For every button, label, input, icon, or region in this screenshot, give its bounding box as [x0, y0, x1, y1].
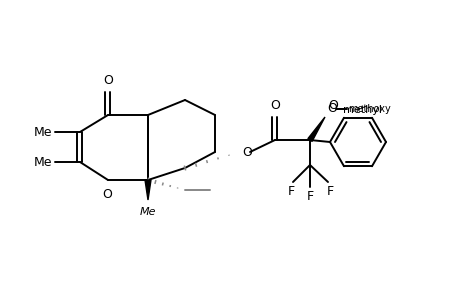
Text: Me: Me [34, 125, 52, 139]
Text: methyl: methyl [342, 105, 381, 115]
Text: F: F [326, 185, 333, 198]
Text: O: O [241, 146, 252, 158]
Text: F: F [287, 185, 294, 198]
Text: O: O [103, 74, 113, 87]
Text: F: F [306, 190, 313, 203]
Text: O: O [327, 99, 337, 112]
Text: methoxy: methoxy [347, 104, 390, 114]
Text: –: – [336, 102, 342, 115]
Text: O: O [102, 188, 112, 201]
Text: Me: Me [140, 207, 156, 217]
Text: O: O [269, 99, 280, 112]
Polygon shape [307, 117, 325, 141]
Text: Me: Me [34, 155, 52, 169]
Text: O: O [326, 102, 336, 115]
Polygon shape [145, 180, 151, 200]
